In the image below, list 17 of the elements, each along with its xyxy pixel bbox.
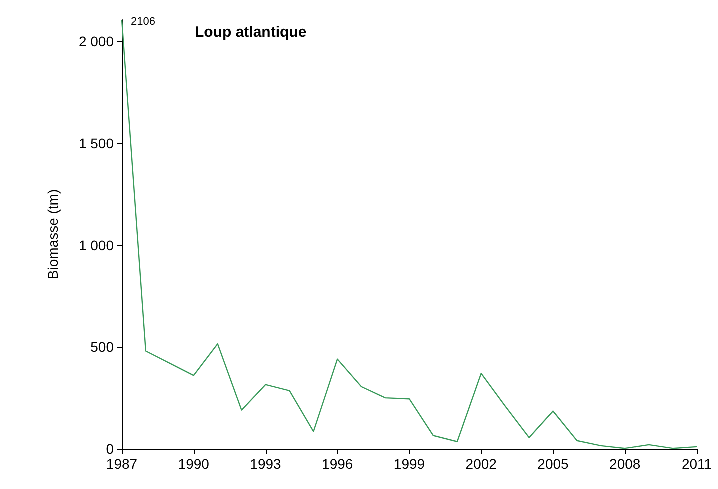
y-tick-label: 2 000 [78, 34, 114, 50]
x-tick-label: 1987 [106, 456, 138, 472]
x-tick-label: 1990 [178, 456, 210, 472]
y-axis-title: Biomasse (tm) [45, 189, 61, 280]
x-tick-label: 1996 [322, 456, 354, 472]
y-tick-label: 500 [90, 339, 114, 356]
y-tick-label: 1 500 [78, 135, 114, 152]
x-tick-label: 2011 [682, 456, 712, 472]
x-tick-label: 1993 [250, 456, 282, 472]
data-label: 2106 [131, 16, 156, 28]
chart-title: Loup atlantique [195, 24, 307, 41]
x-tick-label: 1999 [394, 456, 426, 472]
y-tick-label: 0 [106, 441, 114, 457]
x-tick-label: 2008 [610, 456, 641, 472]
x-tick-label: 2005 [538, 456, 570, 472]
y-tick-label: 1 000 [78, 237, 114, 254]
x-tick-label: 2002 [466, 456, 498, 472]
